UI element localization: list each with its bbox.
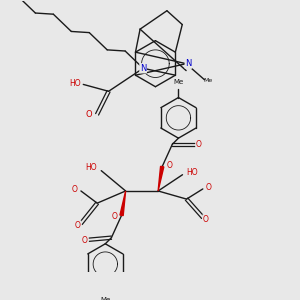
Text: HO: HO: [69, 79, 81, 88]
Text: HO: HO: [85, 163, 97, 172]
Text: Me: Me: [203, 78, 213, 83]
Text: HO: HO: [187, 168, 198, 177]
Text: O: O: [75, 221, 81, 230]
Text: O: O: [82, 236, 88, 245]
Text: O: O: [203, 215, 209, 224]
Text: N: N: [140, 64, 146, 73]
Text: O: O: [167, 161, 172, 170]
Text: O: O: [72, 185, 78, 194]
Text: N: N: [185, 59, 192, 68]
Polygon shape: [158, 166, 164, 191]
Text: Me: Me: [100, 297, 110, 300]
Text: O: O: [196, 140, 202, 149]
Text: O: O: [206, 183, 212, 192]
Text: O: O: [86, 110, 92, 119]
Polygon shape: [120, 191, 126, 216]
Text: O: O: [112, 212, 117, 221]
Text: Me: Me: [173, 79, 184, 85]
